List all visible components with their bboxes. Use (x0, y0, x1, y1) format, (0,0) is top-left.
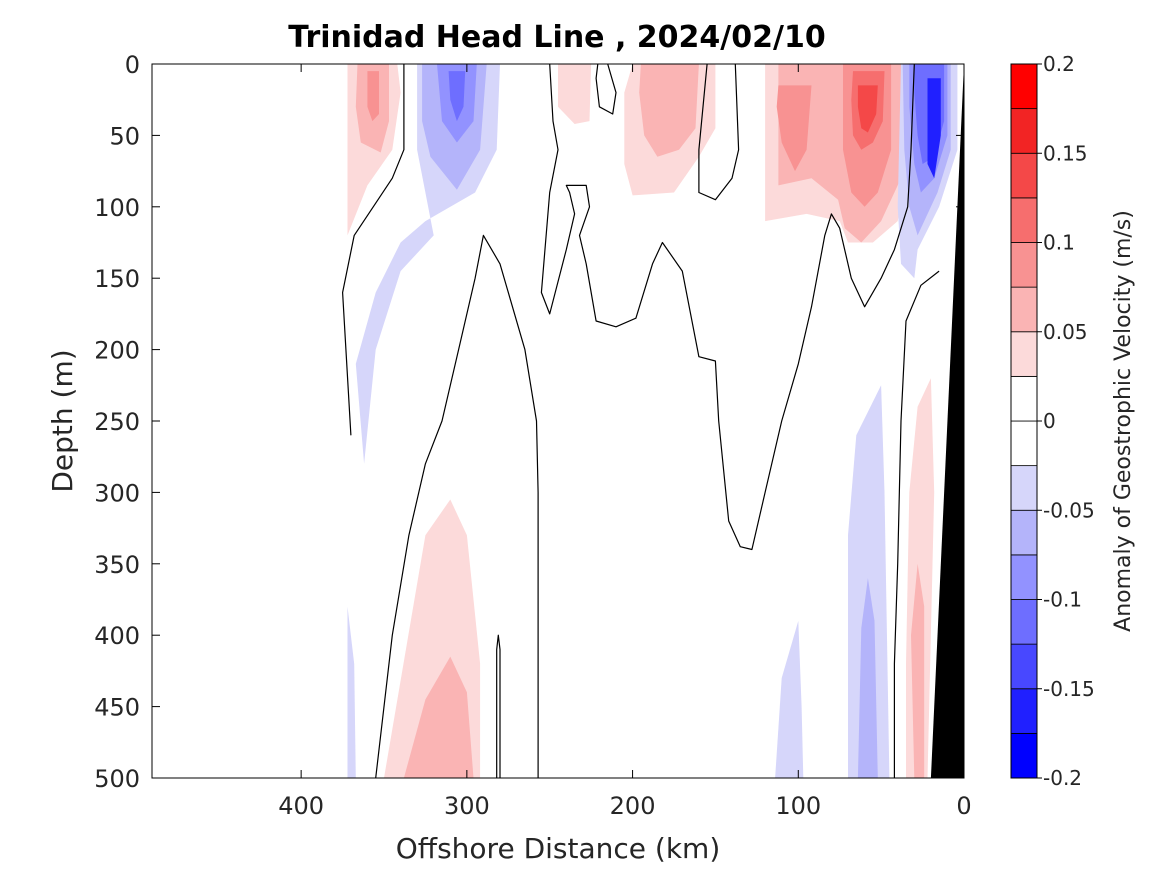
colorbar-segment (1010, 732, 1038, 779)
y-axis-title: Depth (m) (46, 349, 79, 492)
colorbar-tick-label: -0.05 (1043, 498, 1095, 522)
colorbar-segment (1010, 331, 1038, 377)
y-tick-label: 300 (94, 479, 140, 507)
contour-fill-pos-180km-upper-core (639, 64, 699, 157)
y-tick-label: 150 (94, 265, 140, 293)
colorbar-segment (1010, 152, 1038, 199)
colorbar: -0.2 -0.15 -0.1 -0.05 0 0.05 0.1 0.15 0.2 (1010, 52, 1095, 790)
contour-lines (342, 64, 940, 778)
y-tick-label: 350 (94, 551, 140, 579)
y-tick-label: 250 (94, 408, 140, 436)
colorbar-segment (1010, 688, 1038, 734)
colorbar-tick-label: 0 (1043, 409, 1056, 433)
seafloor (930, 64, 964, 778)
contour-fill-neg-310km-upper-peak (448, 71, 466, 122)
colorbar-tick-label: -0.1 (1043, 588, 1082, 612)
x-tick-label: 400 (278, 792, 324, 820)
x-tick-label: 300 (444, 792, 490, 820)
colorbar-segment (1010, 509, 1038, 556)
x-axis-title: Offshore Distance (km) (396, 832, 721, 865)
contour-fill-pos-60km-upper-peak (857, 85, 878, 133)
y-tick-label: 450 (94, 694, 140, 722)
contour-line-zero-line-west (375, 234, 539, 778)
y-tick-label: 100 (94, 194, 140, 222)
colorbar-segment (1010, 599, 1038, 645)
x-tick-label: 100 (775, 792, 821, 820)
colorbar-segment (1010, 375, 1038, 422)
contour-line-zero-line-shelf (893, 270, 940, 778)
colorbar-title: Anomaly of Geostrophic Velocity (m/s) (1111, 210, 1136, 632)
y-tick-label: 0 (125, 51, 140, 79)
colorbar-tick-label: 0.05 (1043, 320, 1088, 344)
contour-line-zero-line-east-upper (698, 64, 740, 201)
x-axis: 400 300 200 100 0 (278, 64, 972, 820)
y-tick-label: 500 (94, 765, 140, 793)
contour-fill-neg-20km-upper-peak (927, 78, 941, 179)
x-tick-label: 200 (610, 792, 656, 820)
colorbar-segment (1010, 63, 1038, 110)
contour-fill-pos-350km-upper-peak (367, 71, 379, 122)
bathymetry-layer (930, 64, 964, 778)
colorbar-segment (1010, 242, 1038, 288)
contour-line-zero-line-spike (496, 634, 501, 778)
colorbar-segment (1010, 554, 1038, 600)
contour-line-zero-line-north-kink (595, 64, 617, 115)
colorbar-segment (1010, 420, 1038, 467)
contour-fill-neg-60km-deep-core (857, 578, 878, 778)
y-tick-label: 200 (94, 337, 140, 365)
y-tick-label: 50 (109, 122, 140, 150)
colorbar-tick-label: 0.2 (1043, 52, 1075, 76)
contour-fill-neg-370km-deep (347, 606, 356, 778)
colorbar-segment (1010, 108, 1038, 154)
contour-fill-neg-110km-deep (775, 620, 804, 778)
colorbar-segment (1010, 465, 1038, 511)
y-tick-label: 400 (94, 622, 140, 650)
colorbar-tick-label: -0.15 (1043, 677, 1095, 701)
colorbar-segment (1010, 286, 1038, 333)
colorbar-tick-label: 0.15 (1043, 141, 1088, 165)
filled-contours (347, 64, 958, 778)
contour-fill-pos-230km-upper (558, 64, 592, 124)
y-axis: 0 50 100 150 200 250 300 350 400 450 500 (94, 51, 964, 793)
contour-line-zero-line-central (540, 64, 915, 551)
plot-area (151, 63, 965, 779)
colorbar-segment (1010, 197, 1038, 243)
colorbar-tick-label: 0.1 (1043, 231, 1075, 255)
chart-title: Trinidad Head Line , 2024/02/10 (288, 20, 825, 55)
colorbar-tick-label: -0.2 (1043, 766, 1082, 790)
contour-line-zero-line-far-west (342, 64, 405, 436)
contour-fill-neg-60km-deep (848, 385, 890, 778)
colorbar-segment (1010, 643, 1038, 690)
contour-fill-pos-60km-upper-core (776, 85, 812, 172)
contour-fill-pos-310km-deep-core (403, 656, 474, 778)
contour-fill-pos-20km-deep-core (911, 563, 925, 778)
x-tick-label: 0 (956, 792, 971, 820)
